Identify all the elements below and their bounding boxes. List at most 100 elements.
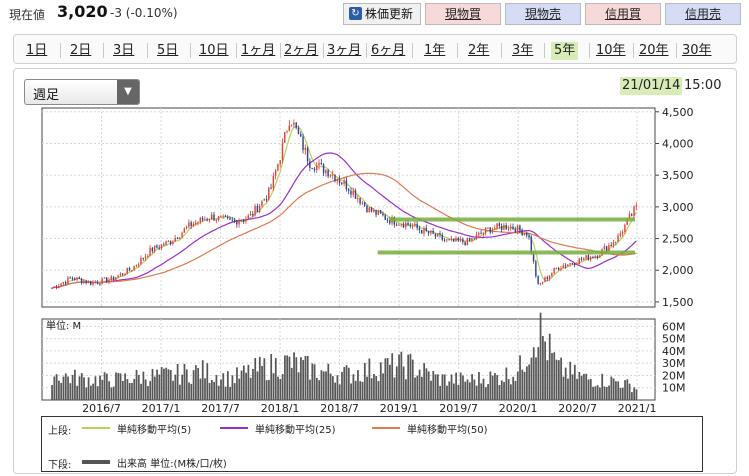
candle-body [382, 213, 384, 216]
candle-body [279, 160, 281, 165]
candle-body [99, 283, 101, 285]
candle-body [443, 239, 446, 241]
volume-bar [87, 377, 90, 400]
candle-body [605, 246, 608, 251]
volume-bar [359, 381, 362, 400]
volume-bar [439, 385, 442, 400]
tab-period[interactable]: 10日 [199, 43, 229, 58]
tab-period[interactable]: 1日 [26, 43, 48, 58]
volume-bar [409, 353, 412, 400]
chart-time: 15:00 [684, 78, 722, 93]
volume-bar [421, 376, 423, 400]
candle-body [153, 245, 156, 252]
tab-period[interactable]: 2年 [468, 43, 490, 58]
candle-body [281, 142, 284, 161]
volume-bar [222, 373, 225, 400]
candle-body [338, 179, 341, 183]
candle-body [208, 219, 211, 221]
volume-bar [174, 374, 177, 400]
volume-bar [366, 376, 368, 400]
tab-period[interactable]: 2ヶ月 [284, 43, 319, 58]
volume-bar [62, 376, 65, 400]
volume-bar [117, 372, 120, 400]
candle-body [352, 190, 354, 195]
tab-period-active[interactable]: 5年 [551, 42, 579, 60]
candle-body [90, 281, 92, 285]
date-tick-label: 2018/1 [261, 402, 300, 415]
candle-body [290, 124, 293, 126]
volume-bar [318, 380, 321, 400]
volume-bar [295, 357, 298, 400]
volume-bar [430, 380, 432, 400]
volume-bar [528, 364, 531, 400]
volume-bar [208, 382, 211, 400]
cash-sell-button[interactable]: 現物売 [505, 3, 581, 25]
volume-tick-label: 40M [662, 345, 686, 358]
candle-body [263, 199, 265, 201]
candle-body [167, 241, 170, 243]
candle-body [478, 232, 480, 235]
volume-bar [494, 373, 496, 400]
tab-period[interactable]: 1ヶ月 [241, 43, 276, 58]
candle-body [516, 225, 519, 233]
candle-body [233, 220, 236, 222]
candle-body [537, 276, 539, 284]
refresh-price-button[interactable]: ↻ 株価更新 [343, 3, 421, 25]
volume-bar [238, 378, 241, 400]
tab-period[interactable]: 3ヶ月 [327, 43, 362, 58]
volume-bar [215, 374, 218, 400]
candle-body [530, 237, 533, 253]
volume-bar [224, 386, 227, 400]
interval-select[interactable]: 週足 ▼ [24, 79, 140, 105]
candle-body [432, 231, 434, 234]
candle-body [386, 219, 389, 221]
tab-period[interactable]: 3日 [113, 43, 135, 58]
candle-body [142, 257, 144, 259]
volume-bar [571, 374, 574, 400]
tab-period[interactable]: 1年 [424, 43, 446, 58]
tab-period[interactable]: 30年 [682, 43, 712, 58]
volume-bar [418, 369, 421, 400]
candle-body [156, 245, 158, 248]
tab-period[interactable]: 10年 [596, 43, 626, 58]
tab-period[interactable]: 20年 [639, 43, 669, 58]
volume-bar [541, 336, 544, 400]
volume-bar [573, 364, 576, 400]
margin-buy-button[interactable]: 信用買 [585, 3, 661, 25]
volume-bar [327, 363, 330, 400]
volume-bar [108, 381, 111, 400]
price-change: -3 (-0.10%) [110, 6, 178, 20]
tab-period[interactable]: 2日 [70, 43, 92, 58]
candle-body [503, 225, 505, 230]
candle-body [115, 277, 117, 280]
volume-bar [576, 378, 578, 400]
volume-bar [436, 374, 439, 400]
volume-bar [96, 386, 99, 400]
candle-body [110, 276, 112, 280]
tab-period[interactable]: 6ヶ月 [371, 43, 406, 58]
trendlines [377, 217, 635, 255]
cash-buy-button[interactable]: 現物買 [425, 3, 501, 25]
price-tick-label: 3,000 [662, 201, 694, 214]
volume-bar [375, 376, 378, 400]
volume-bar [293, 352, 295, 400]
candle-body [336, 179, 338, 182]
candle-body [452, 238, 455, 242]
candle-body [521, 230, 523, 236]
volume-bar [583, 373, 585, 400]
candle-body [610, 244, 612, 246]
volume-bar [379, 362, 382, 400]
candle-body [491, 229, 494, 233]
candle-body [389, 219, 391, 224]
volume-bar [105, 373, 108, 400]
volume-bar [368, 358, 371, 400]
candle-body [427, 231, 430, 234]
tab-period[interactable]: 5日 [157, 43, 179, 58]
volume-bar [455, 372, 457, 400]
margin-sell-button[interactable]: 信用売 [665, 3, 741, 25]
tab-period[interactable]: 3年 [512, 43, 534, 58]
volume-bar [608, 385, 610, 400]
volume-bar [610, 376, 613, 400]
volume-bar [377, 381, 380, 400]
candle-body [254, 205, 256, 216]
